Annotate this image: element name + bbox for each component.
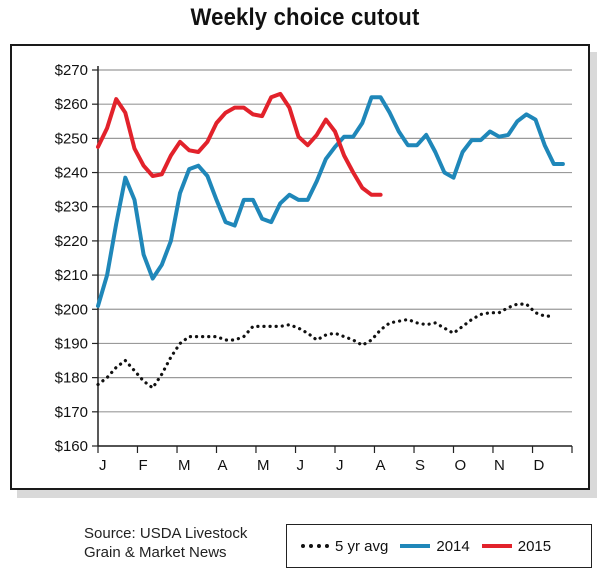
x-tick-label: S (415, 457, 425, 474)
y-tick-label: $260 (55, 96, 88, 113)
y-tick-label: $210 (55, 267, 88, 284)
legend-swatch-5yr-avg (301, 544, 329, 548)
x-tick-label: D (534, 457, 545, 474)
x-tick-label: N (494, 457, 505, 474)
series-line-2015 (96, 91, 383, 197)
y-tick-label: $180 (55, 370, 88, 387)
chart-panel: $160 $170 $180 $190 $200 $210 $220 $230 $240 $250… (10, 44, 590, 490)
chart-title: Weekly choice cutout (190, 4, 420, 31)
y-tick-label: $200 (55, 301, 88, 318)
x-tick-label: J (99, 457, 107, 474)
y-tick-label: $250 (55, 130, 88, 147)
legend-label-2014: 2014 (436, 537, 470, 555)
source-line-2: Grain & Market News (84, 544, 227, 561)
y-tick-label: $170 (55, 404, 88, 421)
x-tick-label: O (455, 457, 467, 474)
legend-item-2014: 2014 (400, 537, 470, 555)
legend-item-5yr-avg: 5 yr avg (301, 538, 388, 555)
legend-label-2015: 2015 (517, 537, 552, 555)
grid-layer (98, 69, 572, 447)
y-tick-label: $270 (55, 62, 88, 79)
y-tick-label: $230 (55, 199, 88, 216)
axis-layer: $160 $170 $180 $190 $200 $210 $220 $230 $240 $250… (55, 62, 573, 474)
legend-swatch-2015 (481, 544, 512, 548)
y-tick-label: $240 (55, 165, 88, 182)
x-tick-label: A (375, 457, 385, 474)
y-tick-label: $220 (55, 233, 88, 250)
y-tick-label: $190 (55, 335, 88, 352)
legend-label-5yr-avg: 5 yr avg (335, 537, 389, 555)
x-tick-label: J (336, 457, 344, 474)
series-layer (96, 91, 565, 390)
y-tick-label: $160 (55, 438, 88, 455)
x-tick-label: M (178, 457, 191, 474)
series-line-5-yr-avg (96, 302, 556, 390)
legend-swatch-2014 (400, 544, 431, 548)
source-line-1: Source: USDA Livestock (84, 525, 248, 542)
x-tick-label: F (138, 457, 147, 474)
series-line-2014 (96, 95, 565, 308)
x-tick-label: J (297, 457, 305, 474)
source-note: Source: USDA Livestock Grain & Market Ne… (84, 524, 274, 562)
x-tick-label: M (257, 457, 270, 474)
legend-item-2015: 2015 (481, 537, 552, 555)
x-tick-label: A (218, 457, 228, 474)
legend: 5 yr avg 2014 2015 (286, 524, 592, 568)
plot-area: $160 $170 $180 $190 $200 $210 $220 $230 $240 $250… (55, 62, 573, 474)
